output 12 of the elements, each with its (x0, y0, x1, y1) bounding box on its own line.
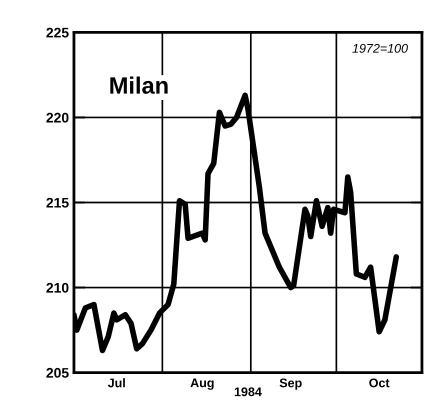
x-tick-label: Aug (190, 378, 214, 390)
y-tick-label: 215 (46, 198, 69, 208)
annotation: 1972=100 (352, 44, 408, 53)
y-tick-label: 225 (46, 28, 69, 38)
x-tick-label: Oct (369, 378, 390, 388)
y-tick-label: 205 (46, 368, 69, 378)
y-tick-label: 210 (46, 282, 69, 293)
y-tick-label: 220 (46, 112, 69, 123)
x-axis-title: 1984 (234, 387, 262, 396)
x-tick-label: Sep (280, 378, 302, 390)
text: Milan (110, 76, 168, 94)
x-tick-label: Jul (108, 378, 125, 388)
